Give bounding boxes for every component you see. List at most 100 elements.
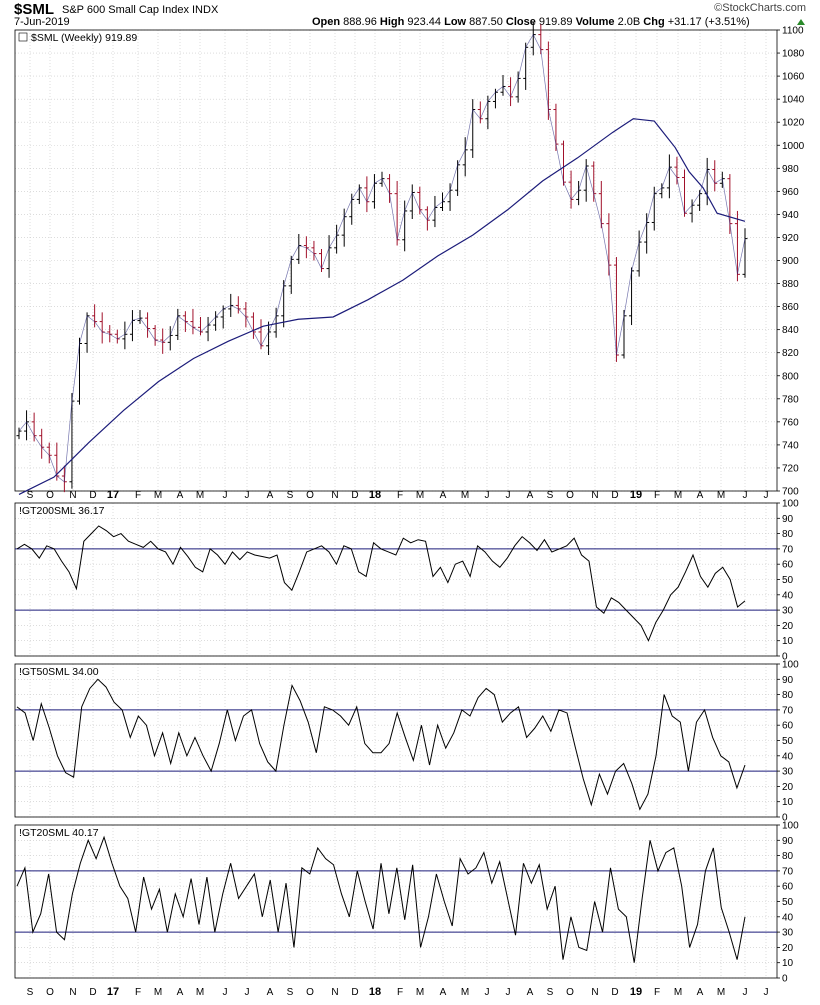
ytick-label: 1000: [782, 141, 805, 152]
ytick-label: 720: [782, 463, 799, 474]
month-label: J: [764, 490, 769, 501]
ytick-label: 70: [782, 705, 794, 716]
ohlc-bar: [568, 170, 574, 209]
ytick-label: 1080: [782, 49, 805, 60]
ytick-label: 920: [782, 233, 799, 244]
ytick-label: 60: [782, 882, 794, 893]
panel-frame: [14, 29, 778, 492]
ohlc-bar: [69, 393, 75, 489]
close-label: Close: [506, 16, 536, 28]
panel-frame: [14, 502, 778, 657]
ohlc-bar: [492, 88, 498, 109]
month-label: A: [440, 987, 447, 998]
ytick-label: 700: [782, 487, 799, 498]
close-line: [18, 33, 746, 483]
ytick-label: 760: [782, 417, 799, 428]
ohlc-bar: [129, 310, 135, 342]
month-label: N: [331, 490, 338, 501]
high-label: High: [380, 16, 405, 28]
ytick-label: 10: [782, 636, 794, 647]
ohlc-bar: [659, 183, 665, 199]
month-label: M: [461, 490, 469, 501]
year-label: 19: [630, 489, 642, 501]
month-label: J: [764, 987, 769, 998]
panel-frame: [14, 824, 778, 979]
ohlc-bar: [84, 312, 90, 353]
ytick-label: 0: [782, 974, 788, 985]
ohlc-bar: [205, 316, 211, 342]
month-label: M: [416, 490, 424, 501]
ohlc-bar: [621, 310, 627, 359]
chart-header: $SML S&P 600 Small Cap Index INDX 7-Jun-201…: [14, 1, 806, 28]
indicator-label: !GT20SML 40.17: [19, 827, 99, 839]
month-label: F: [397, 490, 403, 501]
ytick-label: 100: [782, 821, 799, 832]
ytick-label: 40: [782, 912, 794, 923]
ohlc-bar: [613, 257, 619, 362]
ohlc-bar: [167, 326, 173, 351]
ytick-label: 80: [782, 851, 794, 862]
chg-value: +31.17 (+3.51%): [665, 16, 750, 28]
ytick-label: 940: [782, 210, 799, 221]
ohlc-bar: [485, 95, 491, 130]
ohlc-bar: [742, 228, 748, 278]
month-label: N: [591, 490, 598, 501]
ohlc-bar: [712, 160, 718, 192]
ohlc-bar: [341, 208, 347, 247]
ohlc-bar: [666, 154, 672, 199]
ytick-label: 0: [782, 652, 788, 663]
month-label: D: [351, 987, 358, 998]
month-label: F: [654, 490, 660, 501]
ytick-label: 30: [782, 767, 794, 778]
ytick-label: 0: [782, 813, 788, 824]
ytick-label: 800: [782, 371, 799, 382]
ytick-label: 1020: [782, 118, 805, 129]
year-label: 17: [107, 489, 119, 501]
month-label: S: [27, 987, 34, 998]
open-value: 888.96: [340, 16, 380, 28]
ohlc-bar: [734, 210, 740, 282]
brand-text: ©StockCharts.com: [714, 2, 806, 14]
ytick-label: 70: [782, 544, 794, 555]
ohlc-bar: [515, 71, 521, 103]
panel-indicator-1: 0 10 20 30 40 50 60 70 80 90 100 !GT200SML 36.17: [14, 499, 799, 663]
ytick-label: 740: [782, 440, 799, 451]
ohlc-bar: [175, 308, 181, 341]
ohlc-bar: [424, 206, 430, 231]
ytick-label: 50: [782, 736, 794, 747]
ohlc-bar: [198, 316, 203, 336]
ohlc-bar: [77, 337, 82, 405]
year-label: 17: [107, 986, 119, 998]
ytick-label: 100: [782, 660, 799, 671]
ohlc-bar: [500, 74, 506, 96]
month-label: A: [267, 987, 274, 998]
ohlc-bar: [470, 99, 476, 158]
ohlc-bar: [266, 321, 272, 356]
month-label: A: [527, 987, 534, 998]
month-label: J: [485, 987, 490, 998]
ohlc-bar: [598, 180, 604, 229]
ytick-label: 1040: [782, 95, 805, 106]
month-label: M: [154, 987, 162, 998]
indicator-label: !GT50SML 34.00: [19, 666, 99, 678]
ohlc-bar: [334, 224, 340, 254]
month-label: A: [697, 987, 704, 998]
month-label: D: [89, 987, 96, 998]
ohlc-bar: [561, 140, 566, 186]
symbol-text: $SML: [14, 1, 54, 18]
open-label: Open: [312, 16, 340, 28]
ytick-label: 40: [782, 590, 794, 601]
ohlc-bar: [39, 428, 45, 459]
ohlc-bar: [288, 255, 294, 294]
month-label: F: [135, 987, 141, 998]
ytick-label: 50: [782, 575, 794, 586]
month-label: O: [46, 987, 54, 998]
month-label: O: [566, 987, 574, 998]
month-label: D: [89, 490, 96, 501]
month-label: A: [697, 490, 704, 501]
month-label: A: [440, 490, 447, 501]
ohlc-bar: [455, 160, 461, 196]
ytick-label: 90: [782, 675, 794, 686]
ohlc-bar: [523, 42, 529, 90]
